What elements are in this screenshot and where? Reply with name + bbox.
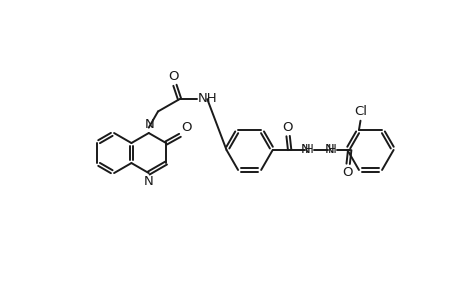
Text: O: O (341, 166, 352, 179)
Text: NH: NH (197, 92, 217, 105)
Text: H: H (327, 143, 336, 156)
Text: N: N (324, 143, 333, 156)
Text: N: N (144, 175, 153, 188)
Text: H: H (304, 143, 313, 156)
Text: Cl: Cl (353, 105, 366, 118)
Text: N: N (301, 143, 310, 156)
Text: N: N (144, 118, 154, 131)
Text: O: O (281, 121, 292, 134)
Text: O: O (168, 70, 178, 83)
Text: O: O (181, 121, 191, 134)
